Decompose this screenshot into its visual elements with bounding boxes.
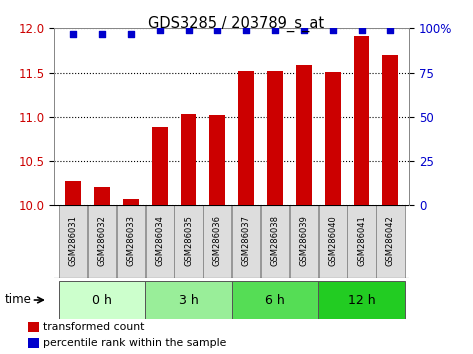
FancyBboxPatch shape (88, 205, 116, 278)
Text: GSM286038: GSM286038 (271, 215, 280, 266)
Point (98, 31, 106, 36)
FancyBboxPatch shape (290, 205, 318, 278)
Text: GSM286039: GSM286039 (299, 215, 308, 266)
FancyBboxPatch shape (261, 205, 289, 278)
Point (358, 27, 365, 33)
Bar (181, 114, 196, 205)
Text: percentile rank within the sample: percentile rank within the sample (43, 338, 226, 348)
FancyBboxPatch shape (59, 205, 88, 278)
Text: transformed count: transformed count (43, 322, 144, 332)
Text: 12 h: 12 h (348, 293, 376, 307)
Point (300, 27, 307, 33)
Point (70, 31, 77, 36)
Bar (27, 338, 38, 348)
FancyBboxPatch shape (146, 205, 174, 278)
FancyBboxPatch shape (117, 205, 145, 278)
Bar (27, 322, 38, 332)
Text: GDS3285 / 203789_s_at: GDS3285 / 203789_s_at (149, 16, 324, 32)
Bar (238, 71, 254, 205)
Point (386, 27, 394, 33)
Bar (94, 187, 110, 205)
Text: GSM286042: GSM286042 (386, 215, 395, 266)
Text: GSM286032: GSM286032 (97, 215, 106, 266)
Text: 0 h: 0 h (92, 293, 112, 307)
Bar (65, 181, 81, 205)
Point (329, 27, 336, 33)
Bar (296, 65, 312, 205)
FancyBboxPatch shape (145, 281, 232, 319)
FancyBboxPatch shape (232, 205, 260, 278)
Point (185, 27, 193, 33)
Text: GSM286034: GSM286034 (155, 215, 164, 266)
Bar (383, 55, 398, 205)
Point (242, 27, 250, 33)
Text: 3 h: 3 h (179, 293, 198, 307)
FancyBboxPatch shape (203, 205, 231, 278)
Point (127, 31, 135, 36)
Bar (152, 127, 167, 205)
Bar (267, 71, 283, 205)
FancyBboxPatch shape (59, 281, 145, 319)
Text: GSM286036: GSM286036 (213, 215, 222, 266)
Point (271, 27, 279, 33)
Text: GSM286033: GSM286033 (126, 215, 135, 266)
Text: 6 h: 6 h (265, 293, 285, 307)
Text: GSM286037: GSM286037 (242, 215, 251, 266)
FancyBboxPatch shape (348, 205, 376, 278)
Bar (210, 115, 225, 205)
Text: time: time (5, 293, 32, 306)
Bar (354, 36, 369, 205)
FancyBboxPatch shape (232, 281, 318, 319)
Bar (123, 199, 139, 205)
Text: GSM286031: GSM286031 (69, 215, 78, 266)
FancyBboxPatch shape (376, 205, 404, 278)
FancyBboxPatch shape (319, 205, 347, 278)
FancyBboxPatch shape (175, 205, 202, 278)
Bar (325, 72, 341, 205)
Text: GSM286041: GSM286041 (357, 215, 366, 266)
Point (214, 27, 221, 33)
Point (156, 27, 164, 33)
Text: GSM286040: GSM286040 (328, 215, 337, 266)
Text: GSM286035: GSM286035 (184, 215, 193, 266)
FancyBboxPatch shape (318, 281, 405, 319)
